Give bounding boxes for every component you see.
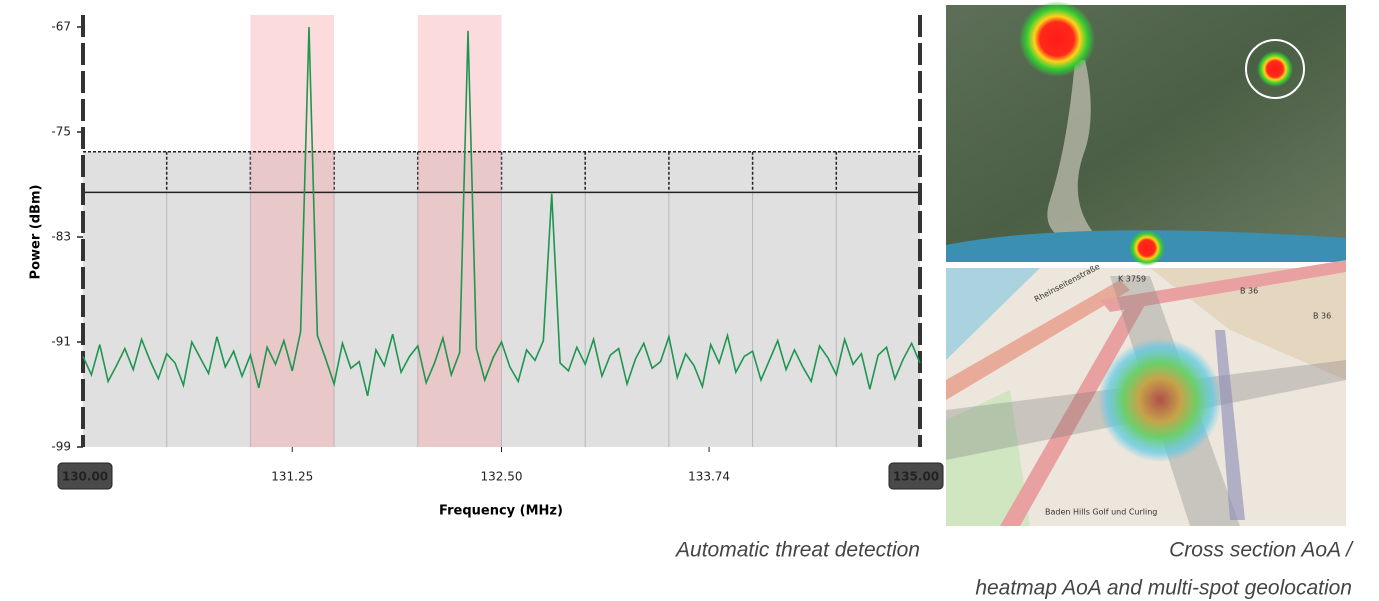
- threat-region: [417, 15, 502, 447]
- y-tick-label: -99: [51, 440, 71, 454]
- caption: heatmap AoA and multi-spot geolocation: [975, 577, 1352, 600]
- y-tick-label: -83: [51, 230, 71, 244]
- map-label: B 36: [1240, 287, 1258, 296]
- caption: Cross section AoA /: [1169, 539, 1354, 562]
- map-label: Baden Hills Golf und Curling: [1045, 508, 1157, 517]
- x-tick-label: 133.74: [688, 470, 730, 484]
- x-tick-label: 132.50: [481, 470, 523, 484]
- street-map: K 3759 B 36 B 36 Rheinseitenstraße Baden…: [946, 260, 1346, 526]
- map-label: B 36: [1313, 312, 1331, 321]
- y-tick-label: -75: [51, 125, 71, 139]
- map-label: K 3759: [1118, 275, 1146, 284]
- caption: Automatic threat detection: [674, 539, 920, 562]
- y-tick-label: -91: [51, 335, 71, 349]
- x-tick-label: 135.00: [893, 470, 939, 484]
- x-tick-handle: [888, 462, 944, 490]
- plot: [83, 15, 920, 447]
- x-tick-label: 131.25: [271, 470, 313, 484]
- y-axis-title: Power (dBm): [29, 185, 44, 280]
- x-tick-handle: [57, 462, 113, 490]
- spectrum-line: [82, 26, 921, 397]
- x-tick-label: 130.00: [62, 470, 108, 484]
- satellite-map: [946, 1, 1346, 266]
- threat-region: [250, 15, 335, 447]
- y-tick-label: -67: [51, 20, 71, 34]
- x-axis-title: Frequency (MHz): [439, 504, 563, 519]
